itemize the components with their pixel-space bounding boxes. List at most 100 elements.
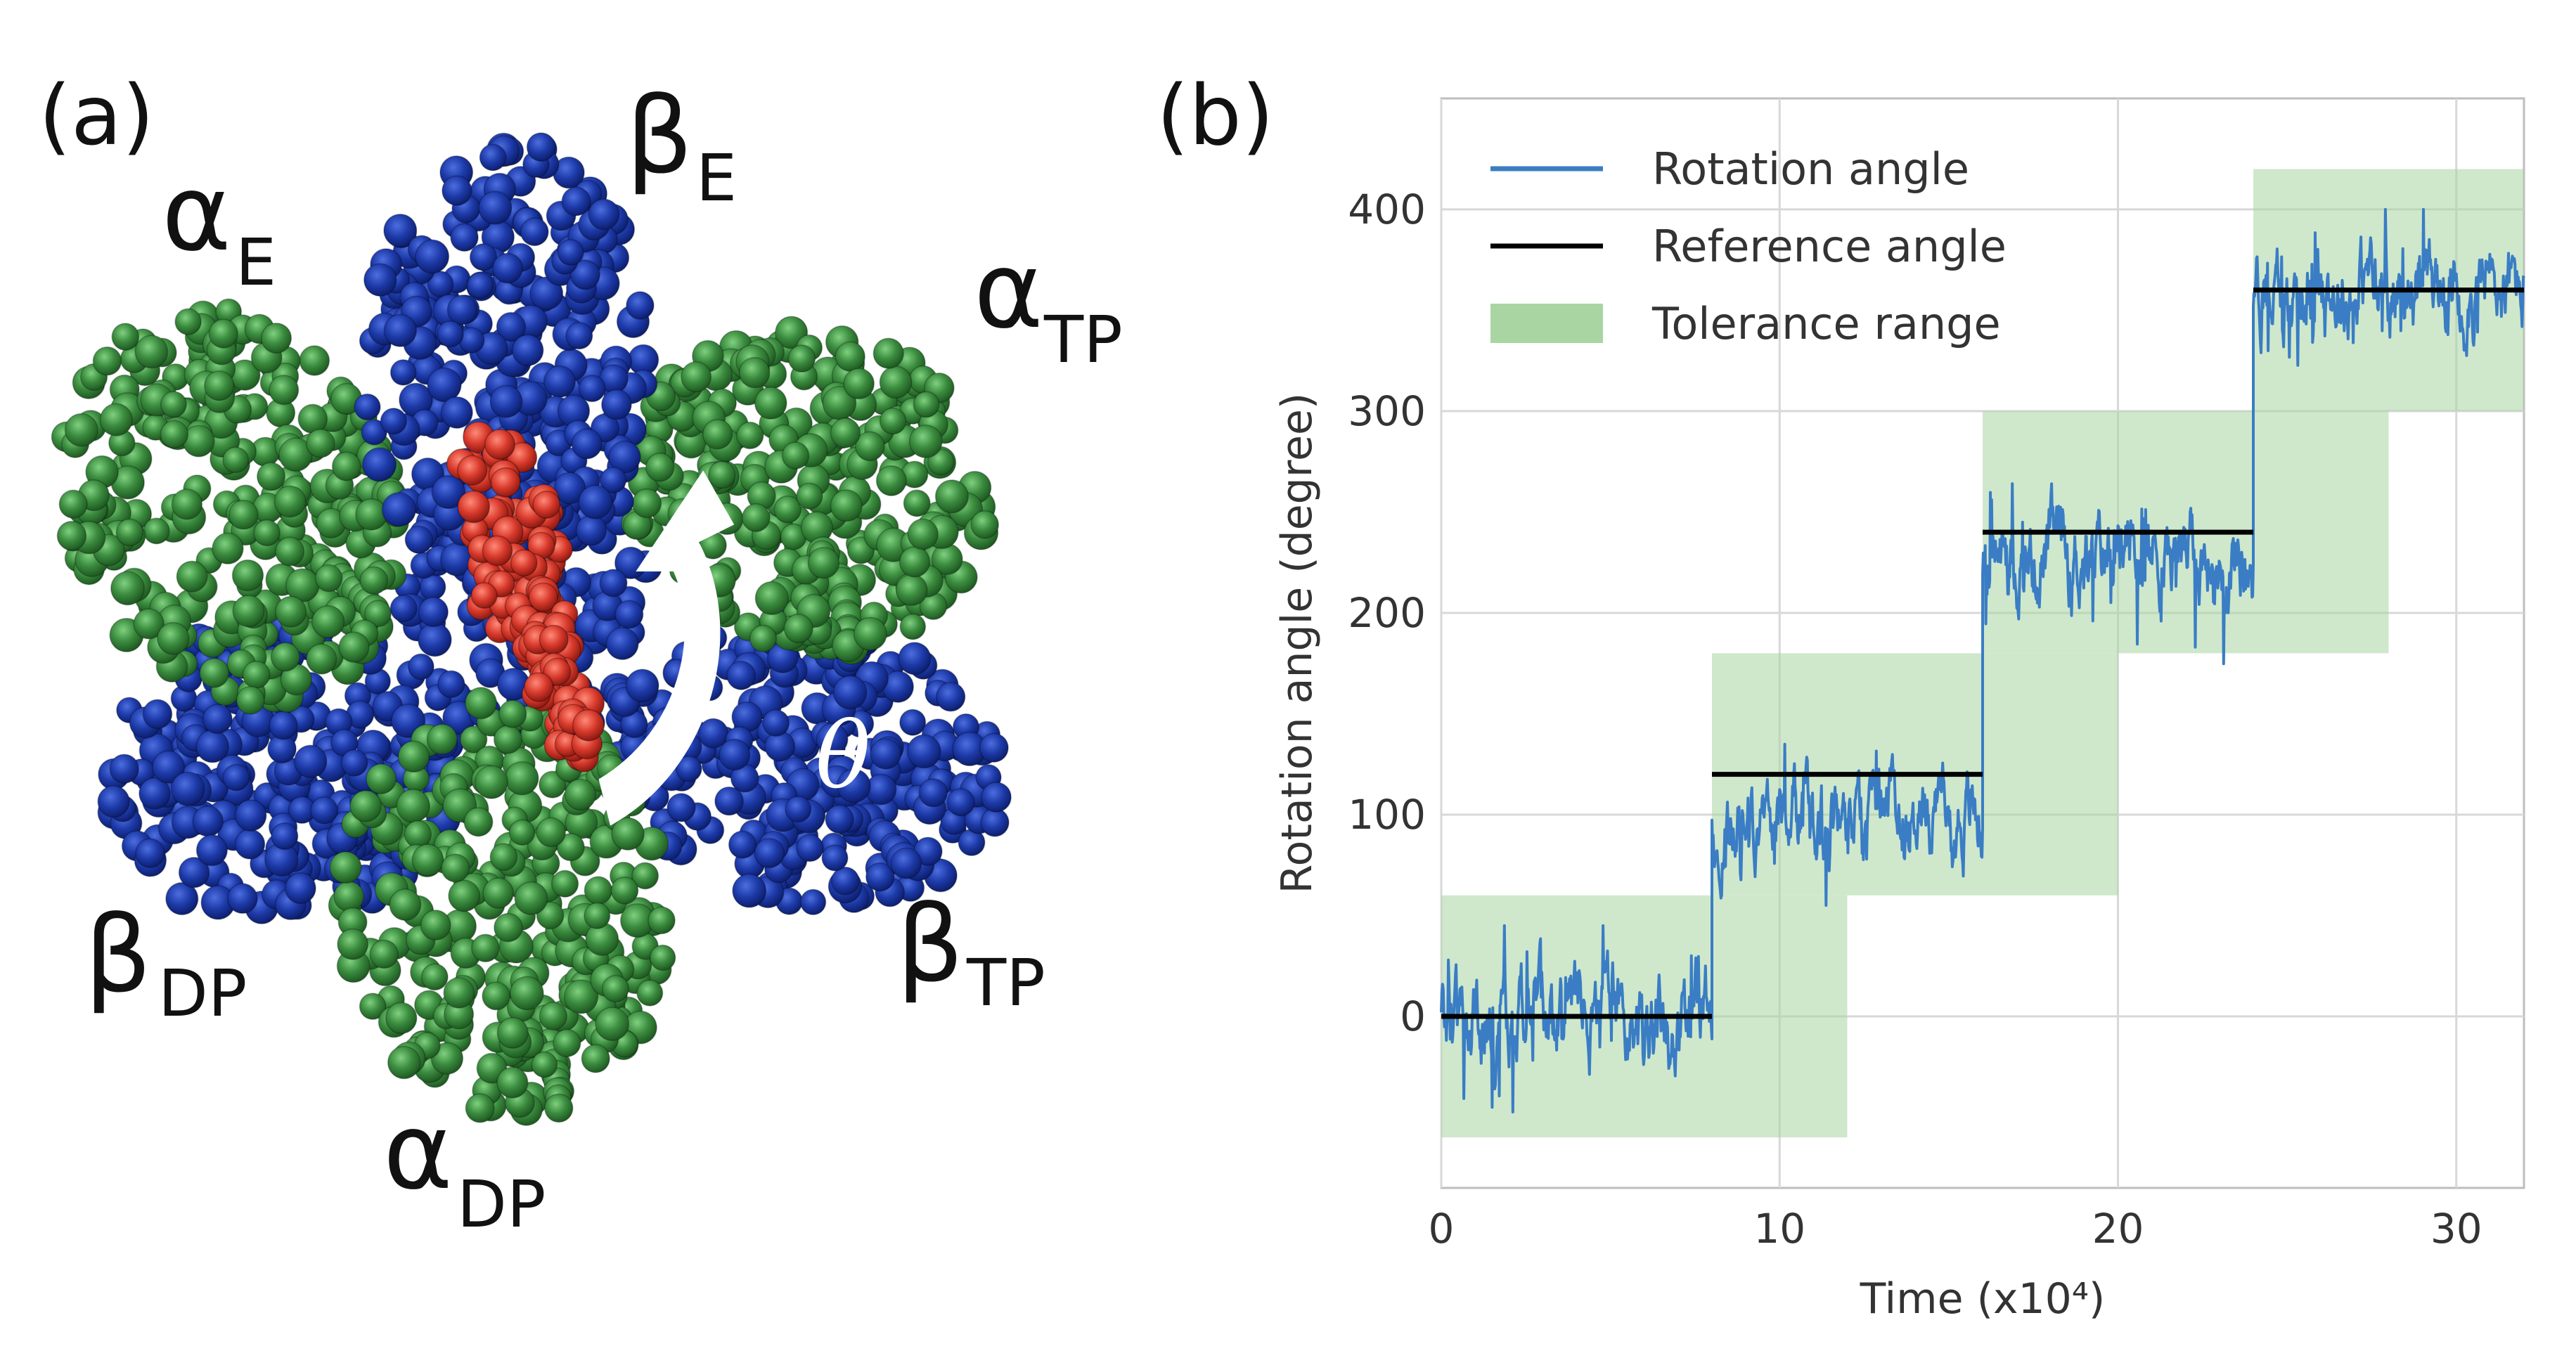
atom-sphere <box>234 799 267 832</box>
atom-sphere <box>176 560 208 593</box>
atom-sphere <box>389 888 422 922</box>
atom-sphere <box>599 569 628 597</box>
atom-sphere <box>446 295 477 325</box>
atom-sphere <box>854 431 885 462</box>
atom-sphere <box>783 614 813 644</box>
atom-sphere <box>571 428 603 460</box>
atom-sphere <box>474 765 509 799</box>
gamma-atom-sphere <box>524 672 554 702</box>
atom-sphere <box>600 389 632 420</box>
atom-sphere <box>578 375 606 403</box>
atom-sphere <box>171 489 203 520</box>
atom-sphere <box>796 834 824 862</box>
atom-sphere <box>271 822 299 851</box>
atom-sphere <box>440 396 473 429</box>
atom-sphere <box>762 709 790 737</box>
atom-sphere <box>269 375 300 406</box>
atom-sphere <box>608 440 641 474</box>
atom-sphere <box>407 653 434 680</box>
subunit-label-alpha-e: α E <box>162 153 276 300</box>
atom-sphere <box>879 366 913 399</box>
rotation-angle-line <box>1440 207 2525 1114</box>
atom-sphere <box>133 608 165 640</box>
atom-sphere <box>331 451 361 481</box>
atom-sphere <box>830 418 861 448</box>
atom-sphere <box>135 838 165 868</box>
atom-sphere <box>97 785 130 818</box>
atom-sphere <box>575 515 607 546</box>
atom-sphere <box>843 368 875 400</box>
atom-sphere <box>807 546 840 579</box>
svg-text:E: E <box>696 141 737 216</box>
atom-sphere <box>231 559 264 592</box>
atom-sphere <box>99 403 133 436</box>
atom-sphere <box>979 732 1009 763</box>
atom-sphere <box>415 239 450 274</box>
atom-sphere <box>719 739 751 771</box>
atom-sphere <box>293 744 328 778</box>
atom-sphere <box>539 1002 568 1030</box>
atom-sphere <box>355 498 388 531</box>
panel-a-molecular-structure: (a) θ α E <box>39 67 1123 1242</box>
atom-sphere <box>359 566 389 595</box>
atom-sphere <box>666 793 696 822</box>
atom-sphere <box>895 574 928 607</box>
atom-sphere <box>676 755 702 782</box>
atom-sphere <box>601 975 629 1003</box>
atom-sphere <box>471 933 500 963</box>
atom-sphere <box>584 876 613 905</box>
y-tick-label: 400 <box>1348 186 1426 233</box>
atom-sphere <box>157 622 190 655</box>
atom-sphere <box>369 939 399 969</box>
atom-sphere <box>478 190 513 225</box>
atom-sphere <box>493 725 522 754</box>
atom-sphere <box>872 337 904 369</box>
atom-sphere <box>404 820 432 848</box>
atom-sphere <box>306 643 337 675</box>
atom-sphere <box>404 525 434 555</box>
atom-sphere <box>389 359 417 386</box>
atom-sphere <box>195 730 229 763</box>
atom-sphere <box>564 778 597 811</box>
atom-sphere <box>853 616 887 651</box>
atom-sphere <box>411 843 444 877</box>
atom-sphere <box>284 872 316 905</box>
gamma-atom-sphere <box>484 429 515 460</box>
atom-sphere <box>505 761 539 796</box>
atom-sphere <box>631 488 662 519</box>
atom-sphere <box>707 460 736 489</box>
atom-sphere <box>253 519 281 547</box>
atom-sphere <box>448 879 481 912</box>
atom-sphere <box>544 1093 574 1123</box>
subunit-label-beta-tp: β TP <box>896 884 1045 1021</box>
svg-text:DP: DP <box>158 956 247 1031</box>
atom-sphere <box>903 489 931 517</box>
atom-sphere <box>822 385 857 420</box>
atom-sphere <box>442 175 472 206</box>
atom-sphere <box>479 143 507 172</box>
panel-b-label: (b) <box>1157 67 1274 164</box>
atom-sphere <box>946 788 975 817</box>
gamma-atom-sphere <box>539 624 569 654</box>
atom-sphere <box>338 631 370 663</box>
atom-sphere <box>796 482 823 510</box>
atom-sphere <box>242 660 271 689</box>
atom-sphere <box>420 910 451 941</box>
atom-sphere <box>142 699 173 730</box>
atom-sphere <box>927 448 955 476</box>
atom-sphere <box>314 564 343 593</box>
legend-swatch-tolerance-range <box>1490 304 1603 343</box>
svg-text:E: E <box>236 225 276 300</box>
y-tick-label: 300 <box>1348 387 1426 435</box>
atom-sphere <box>934 479 969 514</box>
y-axis-title: Rotation angle (degree) <box>1273 393 1322 894</box>
atom-sphere <box>234 829 266 860</box>
svg-text:TP: TP <box>1043 302 1123 377</box>
atom-sphere <box>430 1042 464 1075</box>
atom-sphere <box>870 738 902 770</box>
atom-sphere <box>512 334 544 367</box>
atom-sphere <box>192 806 224 837</box>
svg-text:β: β <box>626 75 693 198</box>
atom-sphere <box>754 837 785 869</box>
atom-sphere <box>875 465 907 496</box>
